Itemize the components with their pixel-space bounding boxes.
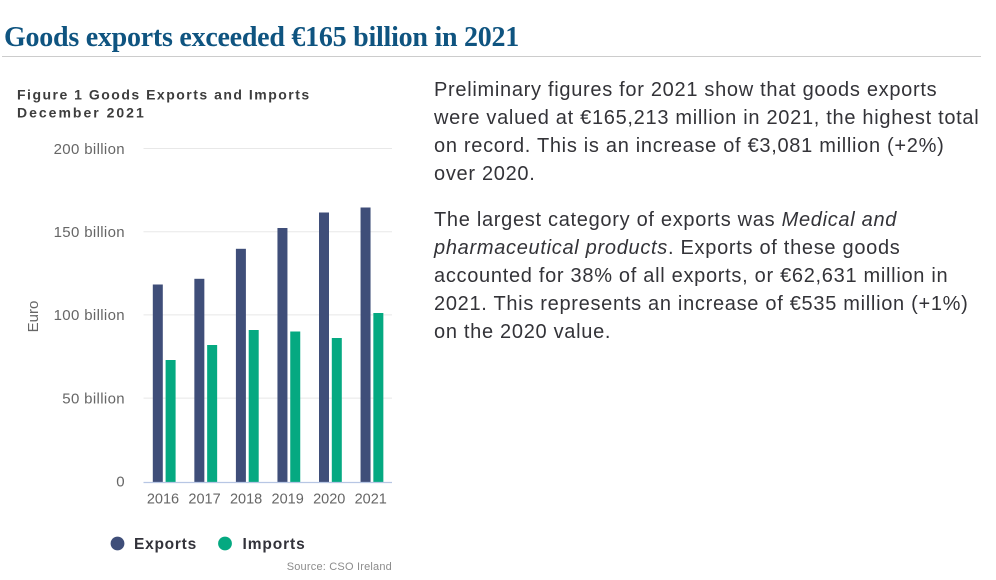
svg-text:2019: 2019 bbox=[272, 492, 304, 508]
svg-text:100 billion: 100 billion bbox=[54, 307, 125, 324]
svg-text:2020: 2020 bbox=[313, 492, 345, 508]
svg-text:50 billion: 50 billion bbox=[62, 390, 125, 407]
svg-text:Exports: Exports bbox=[134, 536, 197, 553]
svg-text:December 2021: December 2021 bbox=[17, 105, 146, 121]
svg-text:0: 0 bbox=[116, 474, 125, 491]
svg-text:2017: 2017 bbox=[188, 492, 220, 508]
svg-text:2021: 2021 bbox=[355, 492, 387, 508]
svg-text:Imports: Imports bbox=[243, 536, 306, 553]
svg-text:200 billion: 200 billion bbox=[54, 141, 125, 158]
svg-text:Source: CSO Ireland: Source: CSO Ireland bbox=[287, 561, 392, 573]
svg-text:Figure 1 Goods Exports and Imp: Figure 1 Goods Exports and Imports bbox=[17, 87, 311, 103]
svg-text:2016: 2016 bbox=[147, 492, 179, 508]
svg-text:Euro: Euro bbox=[25, 301, 42, 333]
svg-text:2018: 2018 bbox=[230, 492, 262, 508]
svg-text:150 billion: 150 billion bbox=[54, 224, 125, 241]
